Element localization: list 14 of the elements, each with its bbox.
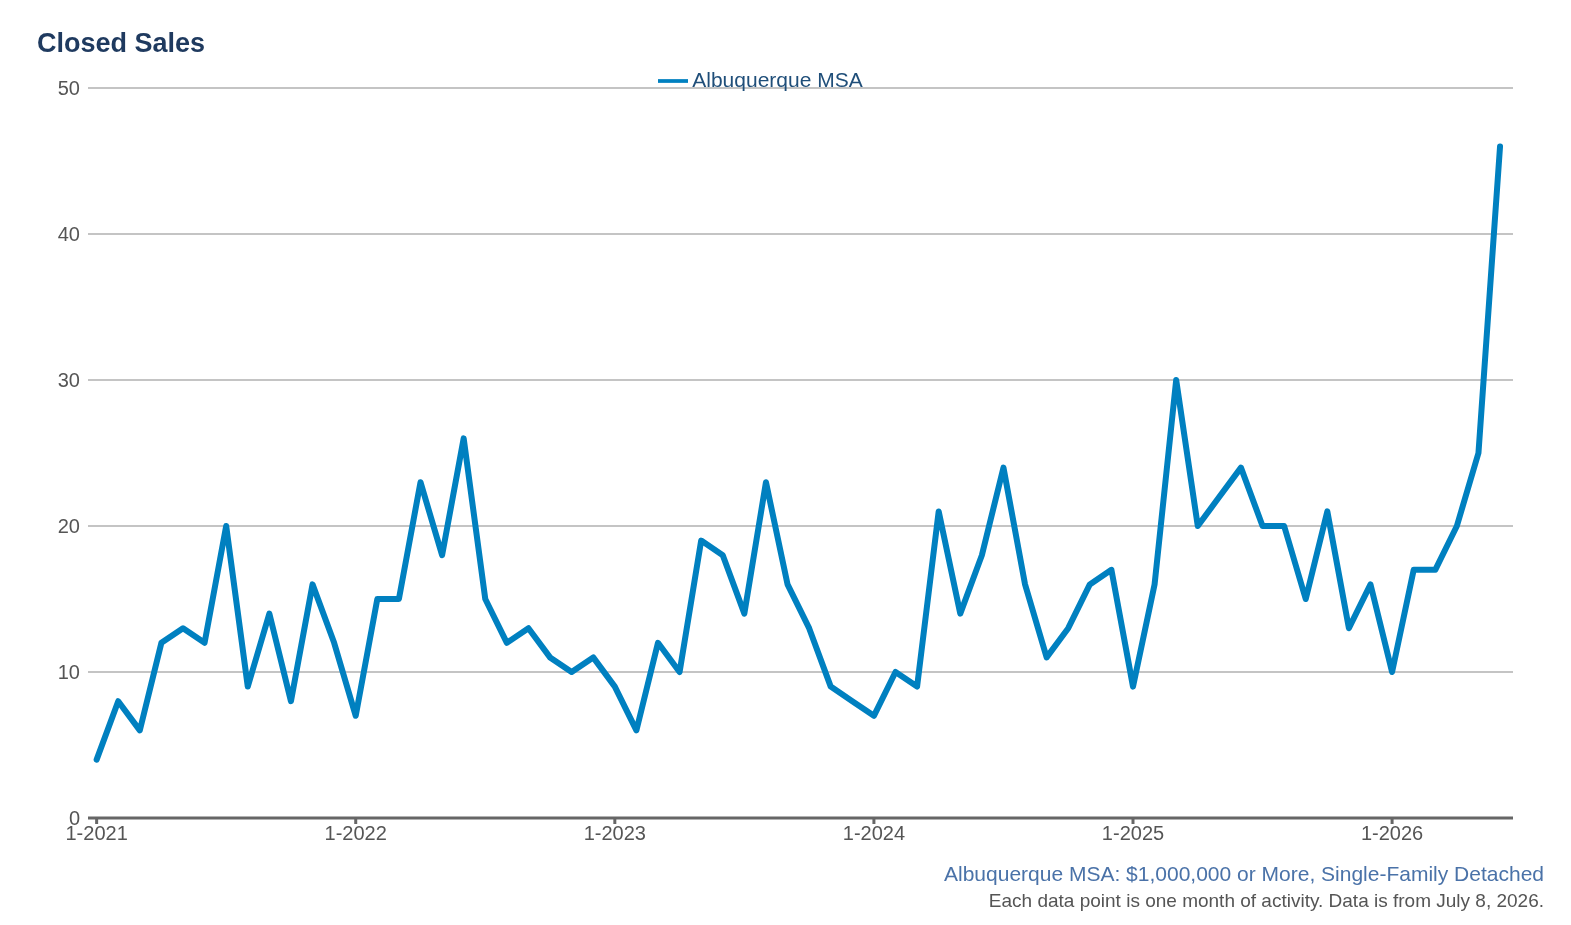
y-tick-label: 20: [57, 515, 80, 538]
y-tick-label: 10: [57, 661, 80, 684]
text: Each data point is one month of activity. Data is from July 8, 2026.: [987, 889, 1544, 913]
x-tick-label: 1-2024: [842, 822, 906, 845]
x-tick-label: 1-2022: [324, 822, 387, 845]
y-tick-label: 40: [57, 223, 80, 246]
legend-label: Albuquerque MSA: [692, 67, 863, 91]
x-tick-label: 1-2025: [1101, 822, 1165, 845]
y-tick-label: 30: [57, 369, 80, 392]
chart-title: Closed Sales: [37, 28, 206, 59]
text: Albuquerque MSA: $1,000,000 or More, Single-Family Detached: [944, 861, 1544, 887]
x-tick-label: 1-2023: [583, 822, 646, 845]
x-tick-label: 1-2026: [1360, 822, 1424, 845]
y-tick-label: 50: [57, 77, 80, 100]
